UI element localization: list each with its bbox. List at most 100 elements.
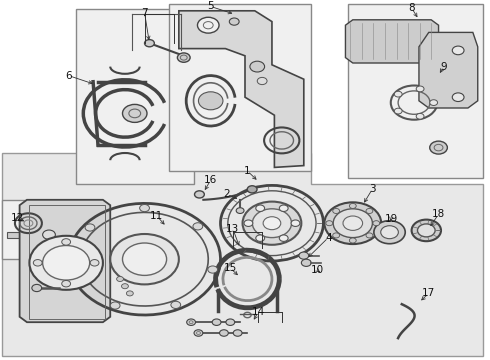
- Circle shape: [195, 191, 204, 198]
- Polygon shape: [76, 9, 194, 184]
- Circle shape: [349, 238, 356, 243]
- Circle shape: [220, 330, 228, 336]
- Circle shape: [229, 18, 239, 25]
- Text: 1: 1: [244, 166, 251, 176]
- Text: 19: 19: [384, 214, 398, 224]
- Circle shape: [417, 224, 435, 237]
- Circle shape: [412, 220, 441, 241]
- Circle shape: [233, 330, 242, 336]
- Circle shape: [33, 260, 42, 266]
- Circle shape: [198, 92, 223, 110]
- Circle shape: [85, 224, 95, 231]
- Text: 18: 18: [432, 209, 445, 219]
- Circle shape: [126, 291, 133, 296]
- Circle shape: [122, 243, 167, 275]
- Circle shape: [381, 226, 398, 239]
- Circle shape: [250, 61, 265, 72]
- Circle shape: [394, 91, 402, 97]
- Text: 17: 17: [422, 288, 436, 298]
- Text: 2: 2: [223, 189, 230, 199]
- Circle shape: [117, 276, 123, 282]
- Circle shape: [326, 221, 333, 226]
- Circle shape: [256, 205, 265, 211]
- Circle shape: [177, 53, 190, 62]
- Polygon shape: [179, 11, 304, 167]
- Polygon shape: [348, 4, 483, 178]
- Text: 11: 11: [150, 211, 164, 221]
- Circle shape: [291, 220, 300, 226]
- Circle shape: [197, 17, 219, 33]
- Circle shape: [90, 260, 99, 266]
- Circle shape: [333, 208, 340, 213]
- Circle shape: [226, 319, 235, 325]
- Circle shape: [72, 267, 82, 275]
- Text: 7: 7: [141, 8, 148, 18]
- Circle shape: [416, 113, 424, 119]
- Circle shape: [43, 246, 90, 280]
- Polygon shape: [20, 200, 110, 322]
- Circle shape: [279, 235, 288, 242]
- Circle shape: [122, 284, 128, 289]
- Circle shape: [301, 259, 311, 266]
- Circle shape: [374, 221, 405, 244]
- Circle shape: [110, 302, 120, 309]
- Text: 10: 10: [311, 265, 323, 275]
- Circle shape: [187, 319, 196, 325]
- Text: 15: 15: [223, 263, 237, 273]
- Text: 16: 16: [204, 175, 218, 185]
- Circle shape: [243, 202, 301, 245]
- Text: 3: 3: [369, 184, 376, 194]
- Circle shape: [416, 86, 424, 92]
- Circle shape: [193, 223, 203, 230]
- Circle shape: [257, 77, 267, 85]
- Circle shape: [324, 202, 381, 244]
- Circle shape: [212, 319, 221, 325]
- Circle shape: [247, 186, 257, 193]
- Circle shape: [194, 330, 203, 336]
- Circle shape: [62, 239, 71, 245]
- Polygon shape: [169, 4, 311, 171]
- Circle shape: [452, 93, 464, 102]
- Circle shape: [299, 252, 309, 259]
- Circle shape: [366, 208, 373, 213]
- Circle shape: [171, 301, 181, 309]
- Circle shape: [430, 141, 447, 154]
- Text: 14: 14: [251, 307, 265, 317]
- Circle shape: [122, 104, 147, 122]
- Circle shape: [145, 40, 154, 47]
- Circle shape: [430, 100, 438, 105]
- Text: 12: 12: [10, 213, 24, 223]
- Circle shape: [333, 233, 340, 238]
- Circle shape: [62, 280, 71, 287]
- Polygon shape: [345, 20, 439, 63]
- Text: 4: 4: [325, 233, 332, 243]
- Circle shape: [349, 203, 356, 208]
- Text: 6: 6: [65, 71, 72, 81]
- Circle shape: [244, 220, 253, 226]
- Circle shape: [366, 233, 373, 238]
- Polygon shape: [2, 153, 483, 356]
- Circle shape: [263, 217, 281, 230]
- Circle shape: [373, 221, 380, 226]
- Circle shape: [140, 204, 149, 212]
- Circle shape: [236, 208, 244, 213]
- Circle shape: [343, 216, 363, 230]
- Circle shape: [43, 230, 55, 239]
- Circle shape: [394, 108, 402, 114]
- Polygon shape: [2, 200, 66, 259]
- Circle shape: [452, 46, 464, 55]
- Circle shape: [32, 284, 42, 292]
- Text: 5: 5: [207, 1, 214, 12]
- Circle shape: [208, 266, 218, 273]
- Text: 8: 8: [408, 3, 415, 13]
- Circle shape: [256, 235, 265, 242]
- Circle shape: [279, 205, 288, 211]
- Circle shape: [252, 209, 292, 238]
- Circle shape: [333, 209, 372, 238]
- Text: 9: 9: [440, 62, 447, 72]
- Polygon shape: [7, 232, 49, 238]
- Circle shape: [110, 234, 179, 284]
- Polygon shape: [419, 32, 478, 108]
- Text: 13: 13: [226, 224, 240, 234]
- Circle shape: [29, 236, 103, 290]
